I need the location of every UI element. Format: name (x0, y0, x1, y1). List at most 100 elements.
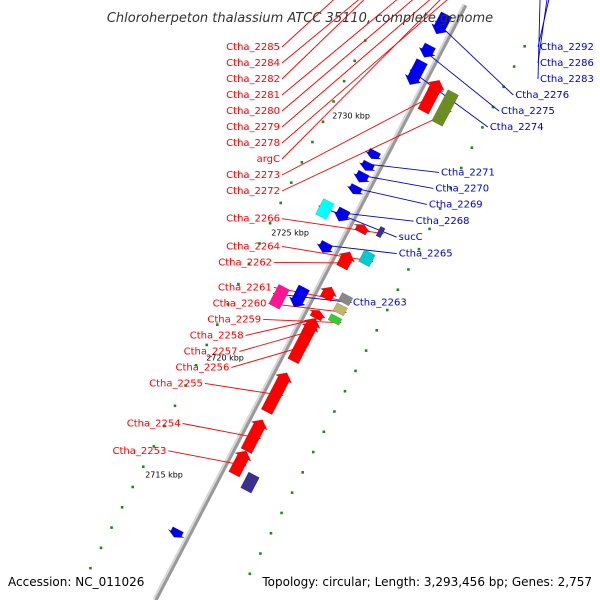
dot-track-forward (248, 572, 252, 576)
gene-label-ctha-2269[interactable]: Ctha_2269 (429, 199, 483, 210)
label-leader (281, 110, 452, 192)
gene-label-ctha-2260[interactable]: Ctha_2260 (213, 298, 267, 309)
dot-track-reverse (247, 262, 251, 266)
ctha-2254-arrow[interactable] (240, 419, 268, 455)
gene-label-ctha-2278[interactable]: Ctha_2278 (226, 138, 280, 149)
dot-track-forward (417, 247, 421, 251)
dot-track-forward (502, 85, 505, 89)
dot-track-reverse (163, 424, 166, 428)
gene-label-ctha-2270[interactable]: Ctha_2270 (435, 183, 489, 194)
dot-track-reverse (152, 445, 156, 448)
dot-track-reverse (342, 79, 346, 83)
gene-label-ctha-2281[interactable]: Ctha_2281 (226, 90, 280, 101)
ctha-2253-arrow[interactable] (228, 450, 252, 478)
feature-14-arrow[interactable] (353, 224, 371, 236)
scale-tick-label: 2730 kbp (332, 112, 370, 121)
ctha-2275-arrow[interactable] (418, 42, 436, 58)
gene-label-ctha-2282[interactable]: Ctha_2282 (226, 74, 280, 85)
dot-track-forward (523, 44, 526, 48)
gene-label-ctha-2283[interactable]: Ctha_2283 (540, 74, 594, 85)
genome-summary: Topology: circular; Length: 3,293,456 bp… (261, 575, 592, 589)
ctha-2257-arrow[interactable] (301, 317, 321, 337)
gene-label-ctha-2284[interactable]: Ctha_2284 (226, 58, 280, 69)
gene-label-ctha-2275[interactable]: Ctha_2275 (501, 106, 555, 117)
succ-box[interactable] (315, 198, 335, 220)
gene-label-ctha-2257[interactable]: Ctha_2257 (184, 346, 238, 357)
ctha-2273-arrow[interactable] (427, 83, 444, 96)
gene-label-ctha-2253[interactable]: Ctha_2253 (113, 446, 167, 457)
dot-track-reverse (173, 404, 177, 408)
gene-label-ctha-2272[interactable]: Ctha_2272 (226, 186, 280, 197)
gene-label-ctha-2274[interactable]: Ctha_2274 (490, 122, 544, 133)
map-title: Chloroherpeton thalassium ATCC 35110, co… (107, 11, 493, 26)
feature-48-arrow[interactable] (365, 147, 382, 160)
ctha-2259-box[interactable] (327, 313, 343, 326)
gene-label-ctha-2254[interactable]: Ctha_2254 (127, 419, 181, 430)
label-leader (281, 90, 442, 176)
dot-track-reverse (353, 59, 357, 63)
gene-label-ctha-2279[interactable]: Ctha_2279 (226, 122, 280, 133)
dot-track-forward (333, 410, 336, 413)
feature-41-arrow[interactable] (288, 284, 310, 308)
ctha-2258-arrow[interactable] (309, 309, 326, 322)
gene-label-ctha-2276[interactable]: Ctha_2276 (515, 90, 569, 101)
gene-label-ctha-2273[interactable]: Ctha_2273 (226, 170, 280, 181)
gene-label-ctha-2263[interactable]: Ctha_2263 (353, 298, 407, 309)
ctha-2262-arrow[interactable] (336, 251, 356, 271)
ctha-2274-arrow[interactable] (404, 58, 428, 85)
label-leader (281, 0, 365, 80)
feature-1-box[interactable] (240, 471, 260, 494)
genome-backbone (152, 3, 468, 600)
ctha-2276-arrow[interactable] (431, 11, 453, 35)
ctha-2269-arrow[interactable] (346, 183, 364, 195)
ctha-2261-box[interactable] (337, 292, 354, 307)
gene-label-ctha-2256[interactable]: Ctha_2256 (176, 362, 230, 373)
gene-label-ctha-2264[interactable]: Ctha_2264 (226, 241, 280, 252)
feature-39-arrow[interactable] (167, 526, 185, 538)
dot-track-reverse (311, 140, 314, 144)
ctha-2272-box[interactable] (431, 89, 459, 127)
ctha-2271-arrow[interactable] (359, 159, 376, 172)
gene-label-ctha-2268[interactable]: Ctha_2268 (416, 216, 470, 227)
gene-label-ctha-2286[interactable]: Ctha_2286 (540, 58, 594, 69)
dot-track-reverse (321, 120, 325, 124)
genome-backbone-shade (152, 3, 465, 600)
gene-label-ctha-2259[interactable]: Ctha_2259 (207, 314, 261, 325)
ctha-2268-arrow[interactable] (333, 206, 351, 222)
dot-track-forward (311, 450, 315, 454)
ctha-2263-box[interactable] (268, 283, 290, 310)
gene-label-ctha-2266[interactable]: Ctha_2266 (226, 214, 280, 225)
accession-text: Accession: NC_011026 (8, 575, 144, 589)
gene-label-ctha-2271[interactable]: Ctha_2271 (441, 167, 495, 178)
label-leader (281, 0, 431, 128)
gene-label-ctha-2280[interactable]: Ctha_2280 (226, 106, 280, 117)
gene-label-succ[interactable]: sucC (399, 232, 423, 243)
ctha-2255-arrow[interactable] (260, 372, 293, 415)
gene-label-ctha-2292[interactable]: Ctha_2292 (540, 42, 594, 53)
ctha-2260-box[interactable] (332, 302, 348, 317)
dot-track-reverse (194, 363, 198, 367)
ctha-2264-box[interactable] (358, 249, 376, 268)
gene-label-ctha-2262[interactable]: Ctha_2262 (218, 257, 272, 268)
gene-label-ctha-2261[interactable]: Ctha_2261 (218, 282, 272, 293)
gene-label-ctha-2255[interactable]: Ctha_2255 (149, 378, 203, 389)
gene-label-ctha-2265[interactable]: Ctha_2265 (399, 249, 453, 260)
dot-track-reverse (141, 465, 145, 468)
feature-10-arrow[interactable] (319, 286, 338, 302)
gene-label-ctha-2285[interactable]: Ctha_2285 (226, 42, 280, 53)
gene-label-ctha-2258[interactable]: Ctha_2258 (190, 330, 244, 341)
ctha-2266-box[interactable] (375, 225, 386, 239)
scale-tick-label: 2715 kbp (145, 470, 183, 479)
dot-track-forward (375, 329, 378, 332)
dot-track-forward (364, 349, 368, 352)
gene-label-argc[interactable]: argC (257, 154, 280, 165)
label-leader (318, 205, 397, 238)
ctha-2265-arrow[interactable] (316, 239, 334, 253)
dot-track-reverse (332, 100, 335, 103)
dot-track-forward (259, 552, 262, 555)
dot-track-reverse (120, 505, 124, 509)
scale-tick-label: 2720 kbp (206, 353, 244, 362)
dot-track-reverse (99, 546, 103, 550)
ctha-2270-arrow[interactable] (352, 169, 371, 183)
